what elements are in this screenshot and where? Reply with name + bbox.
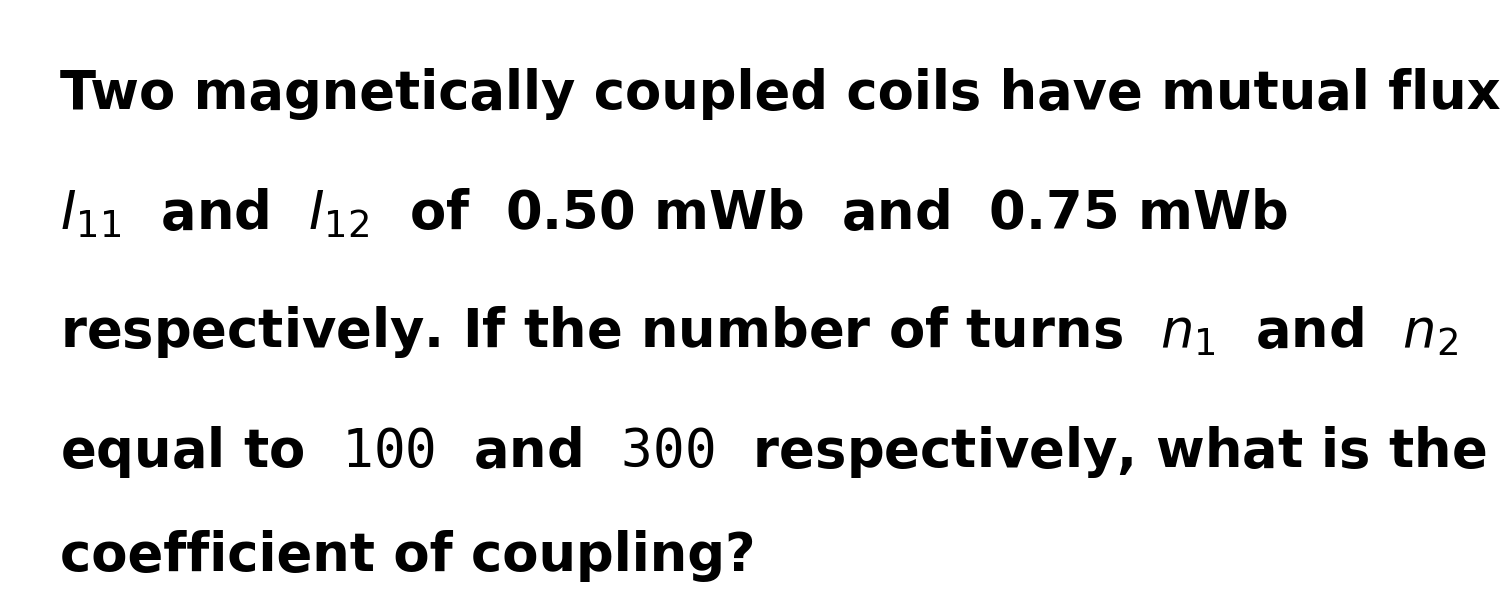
Text: equal to  $\mathtt{100}$  and  $\mathtt{300}$  respectively, what is the: equal to $\mathtt{100}$ and $\mathtt{300… bbox=[60, 424, 1486, 480]
Text: coefficient of coupling?: coefficient of coupling? bbox=[60, 530, 756, 582]
Text: Two magnetically coupled coils have mutual fluxes: Two magnetically coupled coils have mutu… bbox=[60, 68, 1500, 120]
Text: $\mathit{I}_{11}$  and  $\mathit{I}_{12}$  of  0.50 mWb  and  0.75 mWb: $\mathit{I}_{11}$ and $\mathit{I}_{12}$ … bbox=[60, 186, 1288, 240]
Text: respectively. If the number of turns  $\mathit{n}_{1}$  and  $\mathit{n}_{2}$  i: respectively. If the number of turns $\m… bbox=[60, 304, 1500, 360]
